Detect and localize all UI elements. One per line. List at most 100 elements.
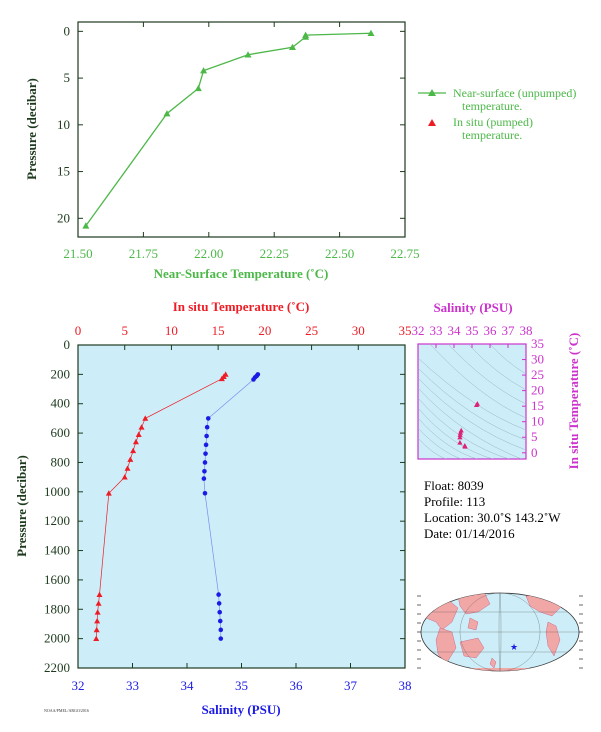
legend-in-situ-line1: In situ (pumped) [453,115,533,129]
near-surface-point [302,33,310,40]
salinity-point [205,416,211,421]
salinity-point [251,377,256,382]
chart1-ytick-label: 10 [57,117,70,132]
chart1-xtick-label: 22.00 [194,246,223,261]
chart2-ytick-label: 200 [51,366,71,381]
ts-point [457,434,463,440]
near-surface-point [82,222,90,229]
temperature-point [130,447,137,454]
chart1-xlabel: Near-Surface Temperature (˚C) [154,266,329,281]
chart2-sal-tick-label: 36 [290,678,304,693]
ts-point [457,439,463,445]
ts-ylabel: In situ Temperature (˚C) [566,333,581,470]
chart2-ytick-label: 0 [64,337,71,352]
temperature-point [93,635,100,642]
temperature-point [96,591,103,597]
chart2-ytick-label: 400 [51,396,71,411]
footer-credit: NOAA/PMEL/ARGO/2016 [44,708,89,713]
salinity-point [201,476,207,481]
chart2-ytick-label: 1800 [44,601,70,616]
ts-xtick-label: 37 [502,323,516,338]
near-surface-chart: Pressure (decibar) Near-Surface Temperat… [24,21,576,281]
profile-chart: In situ Temperature (˚C) Salinity (PSU) … [14,299,412,717]
legend-marker-in-situ [428,119,436,126]
chart1-ytick-label: 5 [64,70,71,85]
ts-ytick-label: 25 [531,367,544,382]
temperature-point [132,438,139,445]
ts-ytick-label: 35 [531,336,544,351]
near-surface-point [163,110,171,117]
ts-xtick-label: 35 [466,323,479,338]
salinity-point [202,468,207,474]
temperature-point [95,600,102,606]
near-surface-point [244,51,252,58]
chart1-ylabel: Pressure (decibar) [24,78,39,180]
temperature-point [135,431,142,437]
chart2-temp-tick-label: 30 [352,323,365,338]
temperature-point [121,474,128,480]
profile-date: Date: 01/14/2016 [424,526,515,541]
near-surface-point [367,29,375,37]
chart1-xtick-label: 22.50 [325,246,354,261]
chart2-sal-tick-label: 37 [344,678,358,693]
ts-point [473,402,480,407]
legend-near-surface-line1: Near-surface (unpumped) [453,86,576,100]
chart1-ytick-label: 0 [64,23,71,38]
ts-xtick-label: 38 [520,323,533,338]
salinity-point [217,618,223,624]
temperature-point [142,415,149,421]
salinity-point [217,609,222,615]
legend-marker-near-surface [428,89,436,96]
float-location-marker: ★ [510,642,518,652]
legend-near-surface-line2: temperature. [462,99,522,113]
salinity-point [202,460,208,465]
legend-in-situ-line2: temperature. [462,128,522,142]
chart2-ytick-label: 1400 [44,543,70,558]
chart2-frame [77,344,406,669]
ts-xtick-label: 34 [448,323,462,338]
ts-ytick-label: 20 [531,383,544,398]
ts-xlabel: Salinity (PSU) [433,300,512,315]
chart2-temp-tick-label: 20 [258,323,271,338]
ts-ytick-label: 10 [531,414,544,429]
ts-xtick-label: 33 [430,323,443,338]
ts-density-contours [418,344,526,459]
ts-ytick-label: 0 [531,445,538,460]
ts-point [457,429,464,435]
ts-diagram: Salinity (PSU) In situ Temperature (˚C) … [412,300,582,469]
chart2-ytick-label: 1000 [44,484,70,499]
chart2-ytick-label: 800 [51,454,71,469]
chart2-sal-tick-label: 33 [126,678,139,693]
chart2-sal-tick-label: 38 [399,678,412,693]
temperature-point [94,609,101,615]
chart2-sal-tick-label: 35 [235,678,248,693]
temperature-point [105,490,112,496]
chart2-temp-tick-label: 0 [75,323,82,338]
temperature-point [94,618,101,624]
chart1-legend: Near-surface (unpumped) temperature. In … [418,86,576,142]
ts-xtick-label: 32 [412,323,425,338]
chart2-ytick-label: 2200 [44,660,70,675]
near-surface-point [194,84,202,92]
chart1-xtick-label: 21.50 [63,246,92,261]
ts-xtick-label: 36 [484,323,498,338]
chart2-bottom-xlabel: Salinity (PSU) [201,702,280,717]
ts-point [457,432,463,437]
ts-ytick-label: 5 [531,429,538,444]
chart2-temp-tick-label: 25 [305,323,318,338]
float-location: Location: 30.0˚S 143.2˚W [424,510,561,525]
chart1-xtick-label: 22.25 [260,246,289,261]
ts-ytick-label: 30 [531,352,544,367]
temperature-point [93,626,100,633]
salinity-point [216,601,222,606]
salinity-point [204,424,210,430]
salinity-point [218,627,224,633]
chart2-temp-tick-label: 15 [212,323,225,338]
profile-number: Profile: 113 [424,494,486,509]
location-map: ★ [417,592,583,672]
chart2-ylabel: Pressure (decibar) [14,455,29,557]
temperature-point [138,424,145,430]
ts-ytick-label: 15 [531,398,544,413]
temperature-point [127,456,134,462]
